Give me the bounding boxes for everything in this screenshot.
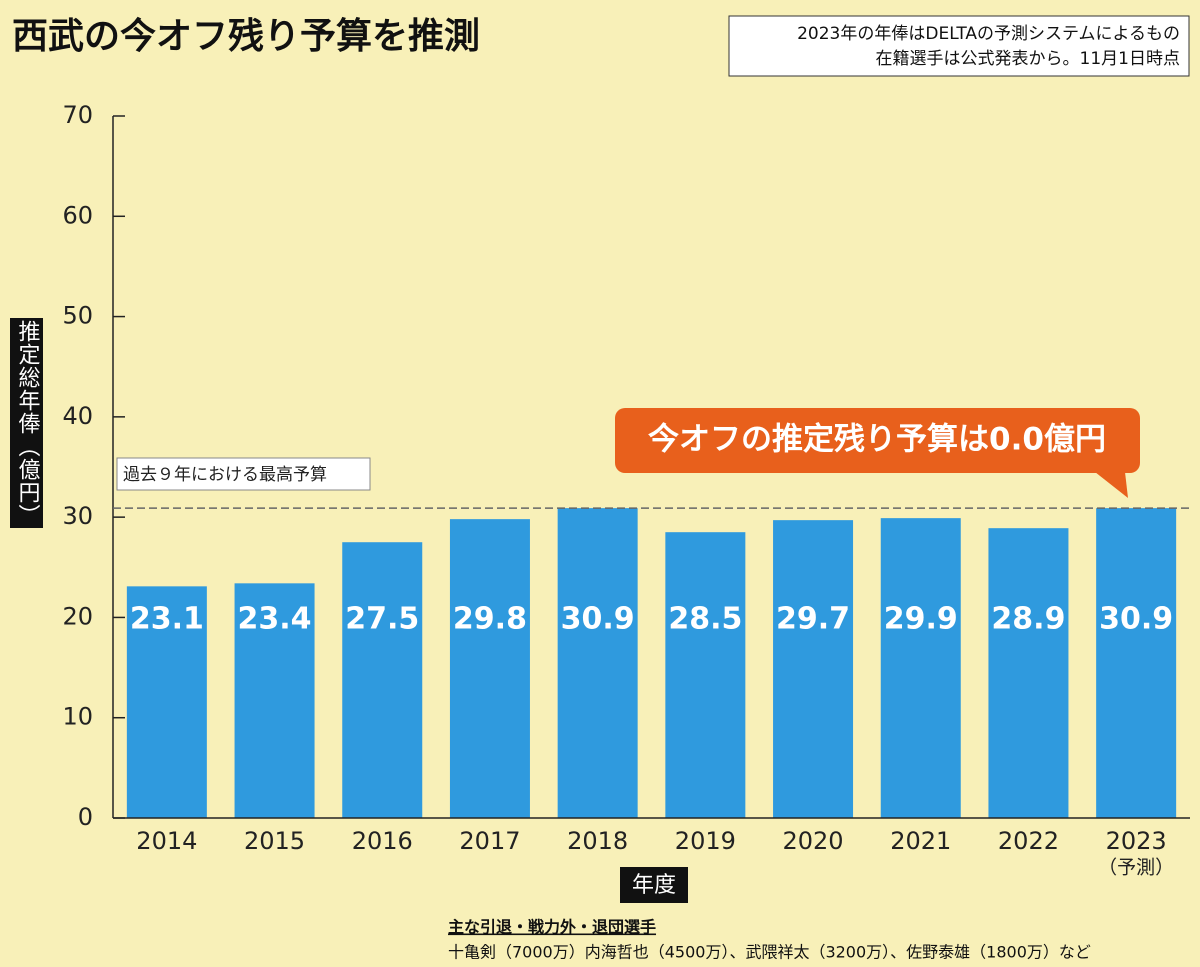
value-label: 29.7 bbox=[776, 602, 850, 637]
callout-box bbox=[615, 408, 1140, 473]
note: 2023年の年俸はDELTAの予測システムによるもの bbox=[797, 24, 1180, 44]
x-tick-label: 2020 bbox=[783, 827, 844, 855]
x-tick-label: 2017 bbox=[459, 827, 520, 855]
chart-title: 西武の今オフ残り予算を推測 bbox=[12, 16, 480, 57]
value-label: 27.5 bbox=[345, 602, 419, 637]
bar bbox=[126, 586, 207, 818]
y-tick-label: 50 bbox=[62, 302, 93, 330]
bar bbox=[234, 583, 315, 818]
callout-pointer bbox=[1095, 472, 1128, 498]
x-tick-label: 2018 bbox=[567, 827, 628, 855]
x-tick-label: 2015 bbox=[244, 827, 305, 855]
y-tick-label: 10 bbox=[62, 703, 93, 731]
bar bbox=[773, 520, 854, 818]
reference-label-box bbox=[116, 457, 371, 491]
value-label: 23.1 bbox=[130, 602, 204, 637]
x-label-box bbox=[620, 867, 688, 903]
x-tick-label: 2023 bbox=[1106, 827, 1167, 855]
y-label: 推定総年俸（億円） bbox=[10, 318, 43, 528]
reference-label: 過去９年における最高予算 bbox=[123, 465, 327, 485]
note: 在籍選手は公式発表から。11月1日時点 bbox=[876, 49, 1180, 69]
bar bbox=[449, 519, 530, 818]
bar bbox=[1096, 508, 1177, 818]
value-label: 30.9 bbox=[561, 602, 635, 637]
x-tick-label: 2021 bbox=[890, 827, 951, 855]
value-label: 29.8 bbox=[453, 602, 527, 637]
value-label: 23.4 bbox=[238, 602, 312, 637]
y-tick-label: 0 bbox=[78, 803, 93, 831]
bar bbox=[880, 518, 961, 818]
y-tick-label: 40 bbox=[62, 402, 93, 430]
callout: 今オフの推定残り予算は0.0億円 bbox=[648, 422, 1106, 458]
x-label: 年度 bbox=[632, 873, 676, 898]
value-label: 28.5 bbox=[668, 602, 742, 637]
bar bbox=[342, 542, 423, 818]
note-box bbox=[728, 15, 1190, 77]
value-label: 29.9 bbox=[884, 602, 958, 637]
x-tick-label: 2019 bbox=[675, 827, 736, 855]
bar bbox=[557, 508, 638, 818]
bar bbox=[665, 532, 746, 818]
y-tick-label: 30 bbox=[62, 502, 93, 530]
x-tick-label: 2022 bbox=[998, 827, 1059, 855]
y-tick-label: 70 bbox=[62, 101, 93, 129]
bar bbox=[988, 528, 1069, 818]
x-tick-label: 2014 bbox=[136, 827, 197, 855]
x-tick-note: （予測） bbox=[1098, 857, 1174, 879]
y-tick-label: 20 bbox=[62, 602, 93, 630]
y-tick-label: 60 bbox=[62, 201, 93, 229]
x-tick-label: 2016 bbox=[352, 827, 413, 855]
footer-text: 十亀剣（7000万）内海哲也（4500万）、武隈祥太（3200万）、佐野泰雄（1… bbox=[448, 943, 1091, 962]
value-label: 28.9 bbox=[991, 602, 1065, 637]
footer-heading: 主な引退・戦力外・退団選手 bbox=[448, 918, 656, 937]
value-label: 30.9 bbox=[1099, 602, 1173, 637]
